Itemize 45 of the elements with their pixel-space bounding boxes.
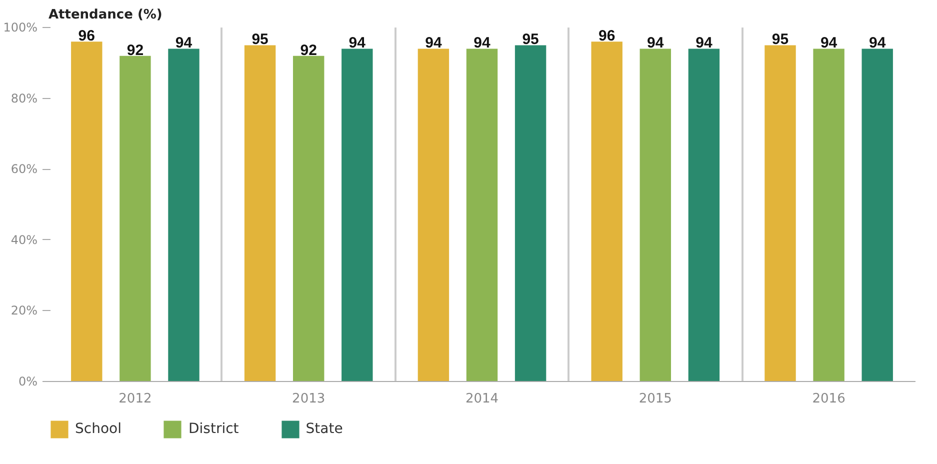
bar [71,42,102,382]
bar [514,45,546,382]
bar [342,48,373,382]
bar [813,48,844,382]
bar [120,56,151,382]
x-tick-label: 2013 [292,392,326,406]
x-tick-label: 2015 [638,392,672,406]
data-label: 94 [647,34,664,52]
bar [640,48,672,382]
data-label: 95 [252,31,268,48]
y-tick-label: 100% [3,20,38,34]
y-tick-label: 80% [10,91,38,106]
data-label: 95 [772,31,789,48]
data-label: 94 [348,34,366,52]
data-label: 95 [522,31,539,48]
bar [292,56,324,382]
data-label: 94 [175,34,193,52]
y-tick-label: 60% [10,162,38,176]
data-label: 92 [126,42,144,59]
data-label: 94 [425,34,442,52]
y-tick-label: 0% [18,374,38,388]
data-label: 92 [300,42,317,59]
data-label: 94 [820,34,838,52]
bar [688,48,720,382]
bar [466,48,498,382]
bar [168,48,200,382]
data-label: 94 [696,34,713,52]
bar [862,48,893,382]
chart-title: Attendance (%) [48,8,162,22]
data-label: 96 [598,28,616,45]
bar [418,48,450,382]
y-tick-label: 20% [10,304,38,318]
x-tick-label: 2014 [465,392,499,406]
bar [244,45,276,382]
data-label: 94 [869,34,886,52]
x-tick-label: 2012 [118,392,152,406]
data-label: 96 [78,28,95,45]
data-label: 94 [474,34,491,52]
legend-label: State [306,421,343,437]
x-tick-label: 2016 [812,392,846,406]
bar [591,42,622,382]
bar [764,45,796,382]
y-tick-label: 40% [10,232,38,247]
legend-label: District [188,421,239,437]
legend-label: School [75,421,122,437]
